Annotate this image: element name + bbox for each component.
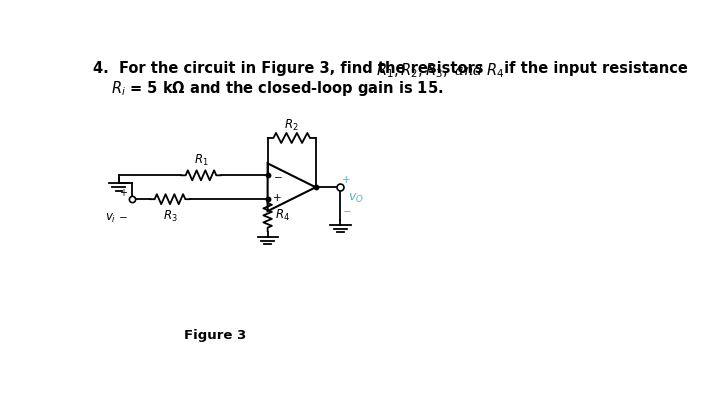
Text: +: + (342, 174, 351, 185)
Text: $R_i$ = 5 kΩ and the closed-loop gain is 15.: $R_i$ = 5 kΩ and the closed-loop gain is… (111, 79, 443, 99)
Text: $-$: $-$ (118, 211, 127, 221)
Text: 4.  For the circuit in Figure 3, find the resistors: 4. For the circuit in Figure 3, find the… (93, 61, 489, 76)
Text: $-$: $-$ (342, 205, 352, 215)
Text: $R_4$: $R_4$ (275, 208, 290, 223)
Text: $-$: $-$ (273, 171, 282, 181)
Text: +: + (273, 193, 282, 203)
Text: $v_i$: $v_i$ (105, 211, 116, 225)
Text: $R_1$: $R_1$ (194, 152, 208, 168)
Text: $R_2$: $R_2$ (285, 117, 299, 132)
Text: $R_3$: $R_3$ (162, 208, 177, 223)
Text: $v_O$: $v_O$ (348, 192, 364, 205)
Text: Figure 3: Figure 3 (184, 329, 246, 342)
Text: if the input resistance: if the input resistance (498, 61, 687, 76)
Text: +: + (119, 188, 127, 198)
Text: $R_1, R_2, R_3,$ and $R_4$: $R_1, R_2, R_3,$ and $R_4$ (376, 61, 505, 80)
